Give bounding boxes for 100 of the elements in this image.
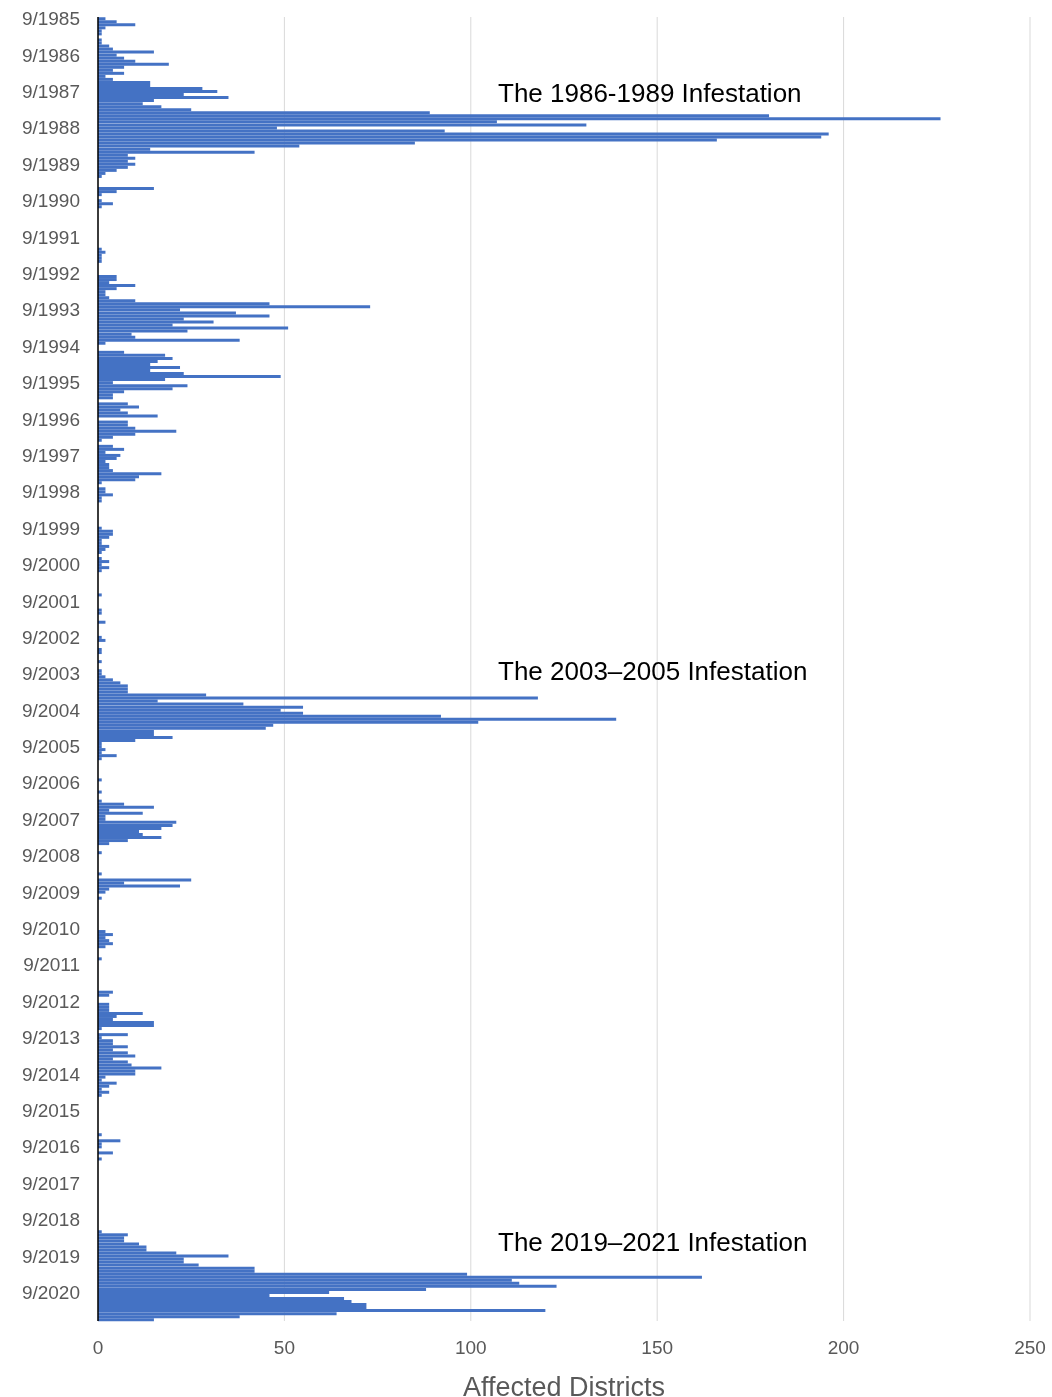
bar xyxy=(98,1024,154,1028)
bar xyxy=(98,1266,255,1270)
bar xyxy=(98,754,117,758)
bar xyxy=(98,62,169,66)
bar xyxy=(98,1039,113,1043)
y-tick-label: 9/2011 xyxy=(23,954,80,976)
y-tick-label: 9/2006 xyxy=(21,772,80,794)
bar xyxy=(98,1033,128,1037)
x-tick-label: 250 xyxy=(1014,1337,1046,1359)
bar xyxy=(98,162,136,166)
y-tick-label: 9/2012 xyxy=(21,990,80,1012)
y-tick-label: 9/1998 xyxy=(21,481,80,503)
annotation: The 1986-1989 Infestation xyxy=(498,78,802,109)
bar xyxy=(98,453,121,457)
bar xyxy=(98,356,173,360)
y-tick-label: 9/2007 xyxy=(21,808,80,830)
bar xyxy=(98,687,128,691)
bar xyxy=(98,96,229,100)
bar xyxy=(98,314,270,318)
y-tick-label: 9/1992 xyxy=(21,263,80,284)
bar xyxy=(98,836,162,840)
bar xyxy=(98,472,162,476)
bar xyxy=(98,284,136,288)
bar xyxy=(98,1275,702,1279)
y-tick-label: 9/2014 xyxy=(21,1063,81,1085)
annotation: The 2003–2005 Infestation xyxy=(498,656,808,687)
bar xyxy=(98,493,113,497)
bar xyxy=(98,1072,136,1076)
bar xyxy=(98,933,113,937)
bar xyxy=(98,365,181,369)
bar xyxy=(98,1309,546,1313)
y-tick-label: 9/1987 xyxy=(21,81,80,103)
bar xyxy=(98,884,181,888)
y-tick-label: 9/2019 xyxy=(21,1245,80,1267)
bar xyxy=(98,375,281,379)
bar xyxy=(98,1151,113,1155)
bar xyxy=(98,420,128,424)
bar xyxy=(98,529,113,533)
bar xyxy=(98,90,218,94)
bar xyxy=(98,405,140,409)
y-tick-label: 9/1999 xyxy=(21,517,80,539)
bar xyxy=(98,338,240,342)
bar xyxy=(98,80,151,84)
bar xyxy=(98,696,538,700)
x-tick-label: 200 xyxy=(827,1337,860,1359)
bar xyxy=(98,1236,125,1240)
x-axis-title: Affected Districts xyxy=(462,1372,666,1397)
y-tick-label: 9/2000 xyxy=(21,554,80,576)
y-tick-label: 9/2016 xyxy=(21,1136,80,1158)
y-tick-label: 9/2009 xyxy=(21,881,80,903)
bar xyxy=(98,414,158,418)
y-tick-label: 9/1994 xyxy=(21,335,81,357)
bar xyxy=(98,1081,117,1085)
y-tick-label: 9/2003 xyxy=(21,663,80,685)
y-tick-label: 9/1988 xyxy=(21,117,80,139)
y-tick-label: 9/1986 xyxy=(21,44,80,66)
bar xyxy=(98,811,143,815)
bar xyxy=(98,1066,162,1070)
bar xyxy=(98,820,177,824)
y-tick-label: 9/1997 xyxy=(21,444,80,466)
bar xyxy=(98,1233,128,1237)
bar xyxy=(98,150,255,154)
bar xyxy=(98,805,154,809)
y-tick-label: 9/2004 xyxy=(21,699,81,721)
bar xyxy=(98,684,128,688)
bar xyxy=(98,117,941,121)
y-tick-label: 9/2015 xyxy=(21,1099,80,1121)
bar xyxy=(98,123,587,127)
y-tick-label: 9/2008 xyxy=(21,845,80,867)
bar xyxy=(98,1054,136,1058)
bar xyxy=(98,275,117,279)
bar xyxy=(98,478,136,482)
bar xyxy=(98,396,113,400)
y-tick-label: 9/2018 xyxy=(21,1209,80,1231)
bar xyxy=(98,823,173,827)
y-tick-label: 9/1990 xyxy=(21,190,80,212)
y-tick-label: 9/2013 xyxy=(21,1027,80,1049)
y-tick-label: 9/2010 xyxy=(21,918,80,940)
bar xyxy=(98,456,117,460)
bar xyxy=(98,1021,154,1025)
bar xyxy=(98,305,371,309)
y-tick-label: 9/2005 xyxy=(21,736,80,758)
bar xyxy=(98,878,192,882)
bar xyxy=(98,705,304,709)
bar xyxy=(98,1011,143,1015)
bar xyxy=(98,1245,147,1249)
y-tick-label: 9/2001 xyxy=(21,590,80,612)
y-tick-label: 9/1991 xyxy=(21,226,80,248)
bar xyxy=(98,132,829,136)
bar xyxy=(98,320,214,324)
y-tick-label: 9/2002 xyxy=(21,626,80,648)
y-tick-label: 9/1995 xyxy=(21,372,80,394)
x-tick-label: 0 xyxy=(92,1337,104,1359)
y-tick-label: 9/2017 xyxy=(21,1172,80,1194)
x-tick-label: 50 xyxy=(273,1337,295,1359)
y-tick-label: 9/1993 xyxy=(21,299,80,321)
bar xyxy=(98,429,177,433)
bar xyxy=(98,156,136,160)
bar xyxy=(98,1139,121,1143)
bar xyxy=(98,1254,229,1258)
